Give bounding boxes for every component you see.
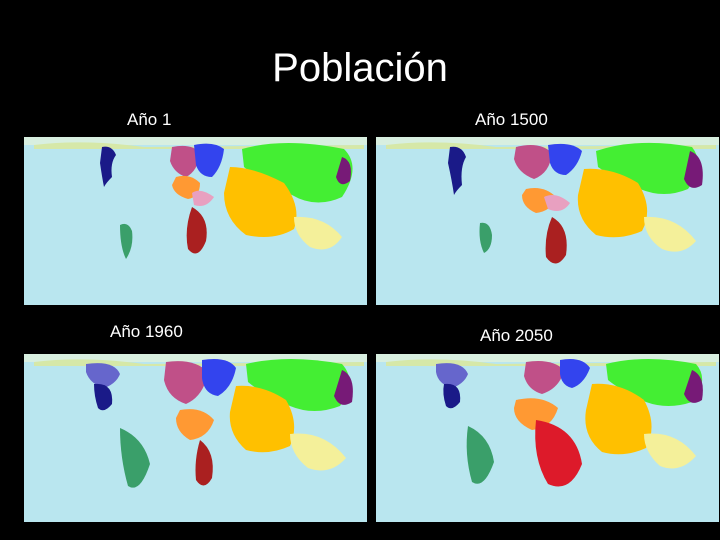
cartogram-year-2050-graphic: [376, 354, 719, 487]
cartogram-year-1500: [376, 137, 719, 305]
cartogram-year-1-graphic: [24, 137, 367, 259]
panel-label-year-2050: Año 2050: [480, 326, 553, 345]
panel-label-year-1960: Año 1960: [110, 322, 183, 341]
panel-label-year-1500: Año 1500: [475, 110, 548, 129]
cartogram-year-1500-graphic: [376, 137, 719, 264]
cartogram-year-1960-graphic: [24, 354, 367, 488]
panel-label-year-1: Año 1: [127, 110, 172, 129]
cartogram-year-1960: [24, 354, 367, 522]
cartogram-year-1: [24, 137, 367, 305]
slide-title: Población: [272, 46, 448, 90]
cartogram-year-2050: [376, 354, 719, 522]
